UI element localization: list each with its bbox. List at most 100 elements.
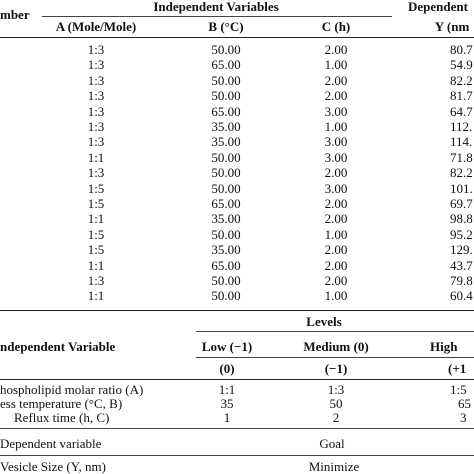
table-cell-a: 1:3	[87, 57, 105, 72]
header-levels: Levels	[306, 314, 342, 329]
vesicle-size-goal: Minimize	[308, 459, 360, 474]
table-cell-c: 2.00	[324, 73, 348, 88]
factor-b-name: ess temperature (°C, B)	[0, 396, 123, 411]
table-cell-c: 2.00	[324, 165, 348, 180]
table-cell-b: 65.00	[211, 258, 241, 273]
table-cell-b: 50.00	[211, 73, 241, 88]
factor-b-low: 35	[220, 396, 234, 411]
factor-c-high: 3	[460, 410, 467, 425]
table-cell-b: 35.00	[211, 242, 241, 257]
col-header-a: A (Mole/Mole)	[55, 19, 137, 34]
table-cell-b: 65.00	[211, 196, 241, 211]
factor-a-high: 1:5	[450, 382, 467, 397]
table2-top-rule	[0, 310, 474, 311]
header-dependent: Dependent	[408, 0, 468, 14]
table-cell-y: 69.7	[450, 196, 473, 211]
subheader-rule	[42, 16, 392, 17]
table-cell-b: 50.00	[211, 227, 241, 242]
table-cell-b: 50.00	[211, 150, 241, 165]
table-cell-c: 3.00	[324, 134, 348, 149]
table-cell-a: 1:1	[87, 150, 105, 165]
table-cell-a: 1:1	[87, 258, 105, 273]
code-high: (+1	[448, 361, 467, 376]
factor-a-low: 1:1	[218, 382, 236, 397]
factor-b-medium: 50	[329, 396, 343, 411]
table-cell-c: 2.00	[324, 242, 348, 257]
table-cell-a: 1:5	[87, 196, 105, 211]
table-cell-c: 1.00	[324, 288, 348, 303]
levels-rule	[196, 331, 474, 332]
table2-header-rule	[0, 379, 474, 380]
table-cell-b: 50.00	[211, 288, 241, 303]
table-cell-a: 1:5	[87, 181, 105, 196]
table-cell-c: 2.00	[324, 211, 348, 226]
table-cell-a: 1:3	[87, 134, 105, 149]
table-cell-c: 1.00	[324, 119, 348, 134]
code-low: (0)	[219, 361, 235, 376]
table-cell-b: 50.00	[211, 181, 241, 196]
table-cell-y: 112.	[450, 119, 473, 134]
table-cell-b: 35.00	[211, 211, 241, 226]
table-cell-c: 2.00	[324, 88, 348, 103]
factor-b-high: 65	[458, 396, 471, 411]
table-cell-b: 50.00	[211, 165, 241, 180]
table-cell-c: 1.00	[324, 57, 348, 72]
dependent-top-rule	[0, 428, 474, 429]
dependent-bottom-rule	[0, 455, 474, 456]
factor-c-medium: 2	[332, 410, 340, 425]
factor-c-name: Reflux time (h, C)	[14, 410, 110, 425]
table-cell-y: 82.2	[450, 73, 473, 88]
table-cell-b: 35.00	[211, 119, 241, 134]
table-cell-y: 114.	[450, 134, 473, 149]
table-cell-a: 1:3	[87, 165, 105, 180]
col-header-c: C (h)	[321, 19, 351, 34]
header-bottom-rule	[0, 37, 474, 38]
factor-c-low: 1	[223, 410, 231, 425]
table-cell-a: 1:5	[87, 242, 105, 257]
table-cell-c: 3.00	[324, 181, 348, 196]
factor-a-medium: 1:3	[327, 382, 345, 397]
header-medium: Medium (0)	[303, 339, 369, 354]
col-header-y: Y (nm	[434, 19, 470, 34]
table-cell-c: 3.00	[324, 150, 348, 165]
header-high: High	[430, 339, 458, 354]
header-number: mber	[0, 7, 30, 22]
table-cell-y: 60.4	[450, 288, 473, 303]
table-cell-a: 1:3	[87, 104, 105, 119]
table-cell-y: 101.	[450, 181, 473, 196]
table-cell-a: 1:3	[87, 73, 105, 88]
table-cell-y: 95.2	[450, 227, 473, 242]
factor-a-name: hospholipid molar ratio (A)	[0, 382, 144, 397]
table-cell-y: 81.7	[450, 88, 473, 103]
table-cell-a: 1:3	[87, 119, 105, 134]
table-cell-b: 65.00	[211, 57, 241, 72]
code-rule	[196, 357, 474, 358]
table-cell-c: 1.00	[324, 227, 348, 242]
table-cell-y: 71.8	[450, 150, 473, 165]
table-cell-y: 129.	[450, 242, 473, 257]
table-cell-c: 2.00	[324, 42, 348, 57]
table-cell-a: 1:1	[87, 288, 105, 303]
table-cell-y: 54.9	[450, 57, 473, 72]
table-cell-a: 1:3	[87, 88, 105, 103]
header-independent-variable: ndependent Variable	[0, 339, 116, 354]
goal-label: Goal	[319, 436, 345, 451]
table-cell-c: 2.00	[324, 273, 348, 288]
table-cell-a: 1:3	[87, 273, 105, 288]
table-cell-c: 2.00	[324, 196, 348, 211]
vesicle-size-label: Vesicle Size (Y, nm)	[0, 459, 106, 474]
table-cell-c: 3.00	[324, 104, 348, 119]
table-cell-c: 2.00	[324, 258, 348, 273]
table-cell-y: 64.7	[450, 104, 473, 119]
header-independent-variables: Independent Variables	[153, 0, 279, 14]
table-cell-b: 50.00	[211, 273, 241, 288]
table-cell-a: 1:1	[87, 211, 105, 226]
table-cell-b: 65.00	[211, 104, 241, 119]
table-cell-y: 80.7	[450, 42, 473, 57]
table-cell-b: 50.00	[211, 42, 241, 57]
header-low: Low (−1)	[201, 339, 253, 354]
table-cell-y: 82.2	[450, 165, 473, 180]
table-cell-y: 43.7	[450, 258, 473, 273]
table-cell-a: 1:3	[87, 42, 105, 57]
table-cell-b: 35.00	[211, 134, 241, 149]
